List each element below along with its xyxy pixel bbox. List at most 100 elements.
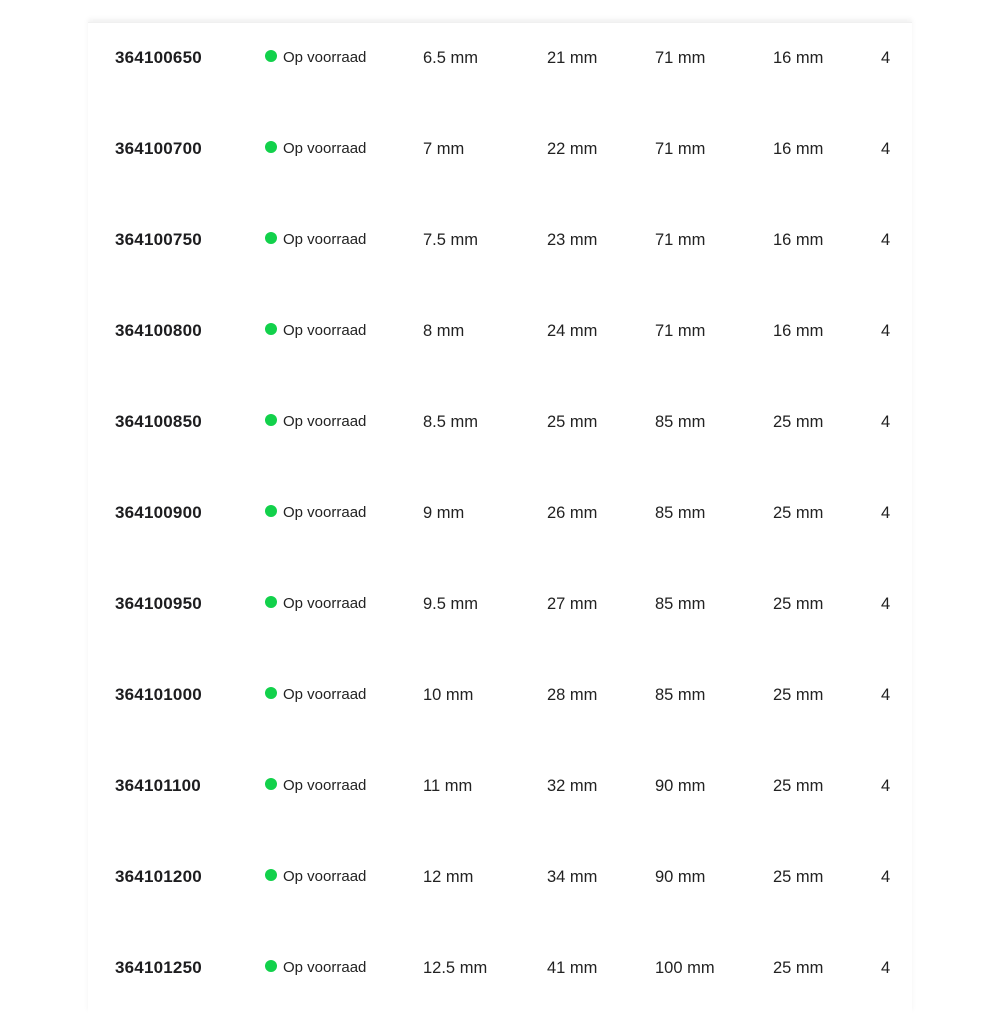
article-number[interactable]: 364101100: [115, 776, 201, 795]
quantity: 4: [881, 686, 891, 704]
article-number[interactable]: 364100900: [115, 503, 202, 522]
quantity: 4: [881, 777, 891, 795]
stock-status: Op voorraad: [265, 407, 366, 437]
shank-length: 25 mm: [773, 686, 824, 704]
stock-status-label: Op voorraad: [283, 413, 367, 430]
total-length: 100 mm: [655, 959, 715, 977]
stock-status-label: Op voorraad: [283, 868, 367, 885]
stock-status: Op voorraad: [265, 43, 366, 73]
stock-status: Op voorraad: [265, 771, 366, 801]
total-length: 71 mm: [655, 140, 706, 158]
in-stock-dot-icon: [265, 505, 277, 517]
stock-status: Op voorraad: [265, 953, 366, 983]
stock-status-label: Op voorraad: [283, 140, 367, 157]
working-length: 25 mm: [547, 413, 598, 431]
in-stock-dot-icon: [265, 232, 277, 244]
diameter: 11 mm: [423, 777, 473, 795]
article-number[interactable]: 364101200: [115, 867, 202, 886]
table-row[interactable]: 364100700 Op voorraad 7 mm 22 mm 71 mm 1…: [0, 134, 1000, 164]
in-stock-dot-icon: [265, 414, 277, 426]
working-length: 26 mm: [547, 504, 598, 522]
in-stock-dot-icon: [265, 778, 277, 790]
in-stock-dot-icon: [265, 960, 277, 972]
article-number[interactable]: 364100950: [115, 594, 202, 613]
working-length: 28 mm: [547, 686, 598, 704]
stock-status: Op voorraad: [265, 589, 366, 619]
quantity: 4: [881, 49, 891, 67]
diameter: 8 mm: [423, 322, 465, 340]
total-length: 85 mm: [655, 504, 706, 522]
in-stock-dot-icon: [265, 323, 277, 335]
diameter: 9 mm: [423, 504, 465, 522]
quantity: 4: [881, 868, 891, 886]
table-row[interactable]: 364100900 Op voorraad 9 mm 26 mm 85 mm 2…: [0, 498, 1000, 528]
shank-length: 16 mm: [773, 140, 824, 158]
in-stock-dot-icon: [265, 869, 277, 881]
quantity: 4: [881, 413, 891, 431]
shank-length: 25 mm: [773, 413, 824, 431]
stock-status-label: Op voorraad: [283, 595, 367, 612]
diameter: 7.5 mm: [423, 231, 479, 249]
table-row[interactable]: 364101000 Op voorraad 10 mm 28 mm 85 mm …: [0, 680, 1000, 710]
article-number[interactable]: 364100700: [115, 139, 202, 158]
working-length: 23 mm: [547, 231, 598, 249]
diameter: 10 mm: [423, 686, 474, 704]
shank-length: 25 mm: [773, 595, 824, 613]
stock-status: Op voorraad: [265, 316, 366, 346]
stock-status-label: Op voorraad: [283, 686, 367, 703]
working-length: 22 mm: [547, 140, 598, 158]
diameter: 9.5 mm: [423, 595, 479, 613]
diameter: 7 mm: [423, 140, 465, 158]
quantity: 4: [881, 140, 891, 158]
working-length: 24 mm: [547, 322, 598, 340]
article-number[interactable]: 364100650: [115, 48, 202, 67]
article-number[interactable]: 364101250: [115, 958, 202, 977]
table-row[interactable]: 364100750 Op voorraad 7.5 mm 23 mm 71 mm…: [0, 225, 1000, 255]
shank-length: 25 mm: [773, 959, 824, 977]
total-length: 90 mm: [655, 777, 706, 795]
table-row[interactable]: 364101200 Op voorraad 12 mm 34 mm 90 mm …: [0, 862, 1000, 892]
stock-status: Op voorraad: [265, 498, 366, 528]
stock-status-label: Op voorraad: [283, 959, 367, 976]
stock-status: Op voorraad: [265, 680, 366, 710]
total-length: 85 mm: [655, 595, 706, 613]
working-length: 32 mm: [547, 777, 598, 795]
quantity: 4: [881, 322, 891, 340]
stock-status: Op voorraad: [265, 862, 366, 892]
diameter: 8.5 mm: [423, 413, 479, 431]
total-length: 71 mm: [655, 231, 706, 249]
shank-length: 25 mm: [773, 777, 824, 795]
article-number[interactable]: 364100850: [115, 412, 202, 431]
working-length: 41 mm: [547, 959, 598, 977]
quantity: 4: [881, 231, 891, 249]
shank-length: 16 mm: [773, 231, 824, 249]
stock-status-label: Op voorraad: [283, 49, 367, 66]
table-row[interactable]: 364100800 Op voorraad 8 mm 24 mm 71 mm 1…: [0, 316, 1000, 346]
stock-status: Op voorraad: [265, 225, 366, 255]
working-length: 34 mm: [547, 868, 598, 886]
working-length: 27 mm: [547, 595, 598, 613]
shank-length: 16 mm: [773, 322, 824, 340]
table-row[interactable]: 364101250 Op voorraad 12.5 mm 41 mm 100 …: [0, 953, 1000, 983]
in-stock-dot-icon: [265, 687, 277, 699]
stock-status: Op voorraad: [265, 134, 366, 164]
product-table: [88, 22, 912, 1013]
in-stock-dot-icon: [265, 141, 277, 153]
stock-status-label: Op voorraad: [283, 231, 367, 248]
total-length: 85 mm: [655, 686, 706, 704]
total-length: 85 mm: [655, 413, 706, 431]
table-row[interactable]: 364100950 Op voorraad 9.5 mm 27 mm 85 mm…: [0, 589, 1000, 619]
quantity: 4: [881, 959, 891, 977]
table-row[interactable]: 364100650 Op voorraad 6.5 mm 21 mm 71 mm…: [0, 43, 1000, 73]
article-number[interactable]: 364100800: [115, 321, 202, 340]
total-length: 90 mm: [655, 868, 706, 886]
article-number[interactable]: 364101000: [115, 685, 202, 704]
stock-status-label: Op voorraad: [283, 777, 367, 794]
article-number[interactable]: 364100750: [115, 230, 202, 249]
table-row[interactable]: 364100850 Op voorraad 8.5 mm 25 mm 85 mm…: [0, 407, 1000, 437]
shank-length: 16 mm: [773, 49, 824, 67]
table-row[interactable]: 364101100 Op voorraad 11 mm 32 mm 90 mm …: [0, 771, 1000, 801]
total-length: 71 mm: [655, 49, 706, 67]
stock-status-label: Op voorraad: [283, 322, 367, 339]
quantity: 4: [881, 595, 891, 613]
